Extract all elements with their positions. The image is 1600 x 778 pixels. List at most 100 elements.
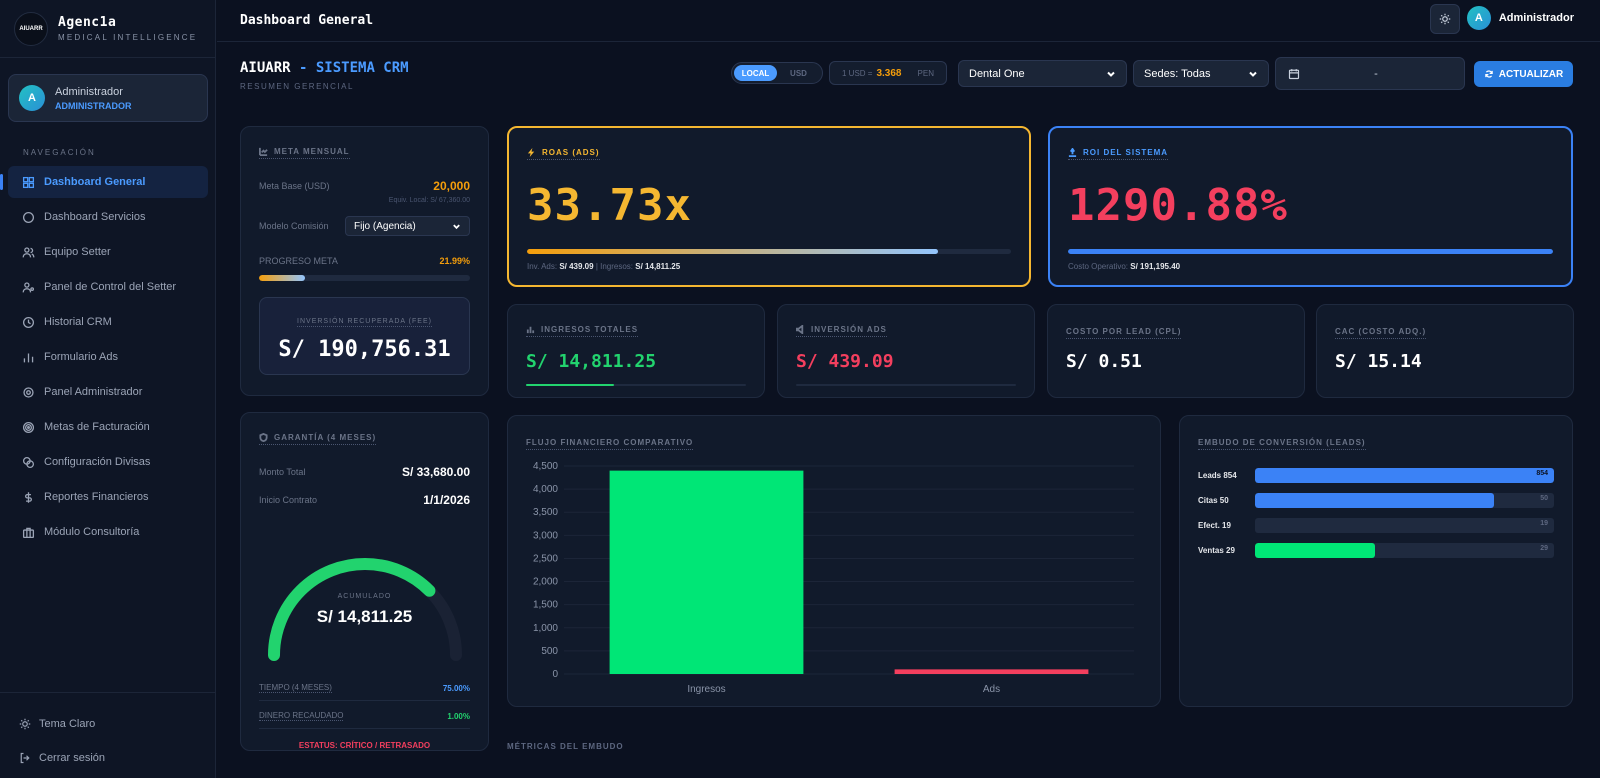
megaphone-icon (796, 325, 804, 334)
sidebar-item-label: Formulario Ads (44, 351, 118, 363)
sidebar-item-label: Dashboard Servicios (44, 211, 146, 223)
sun-icon (19, 718, 31, 730)
sun-icon (1439, 13, 1451, 25)
comision-select[interactable]: Fijo (Agencia) (345, 216, 470, 236)
page-title: Dashboard General (240, 13, 374, 28)
currency-toggle[interactable]: LOCAL USD (731, 62, 823, 84)
inversion-recuperada-box: INVERSIÓN RECUPERADA (FEE) S/ 190,756.31 (259, 297, 470, 375)
y-tick-label: 4,500 (533, 461, 558, 472)
tiempo-value: 75.00% (442, 683, 470, 693)
progreso-bar (259, 275, 470, 281)
trend-icon (259, 147, 268, 156)
kpi-label: COSTO POR LEAD (CPL) (1066, 327, 1182, 339)
bar-chart-icon (526, 326, 535, 334)
roi-value: 1290.88% (1068, 180, 1288, 231)
chevron-down-icon (1107, 71, 1115, 77)
sidebar-item-metas-facturacion[interactable]: Metas de Facturación (8, 411, 208, 443)
funnel-value: 19 (1540, 520, 1548, 527)
sidebar-item-label: Panel de Control del Setter (44, 281, 177, 293)
system-title-accent: SISTEMA CRM (315, 60, 409, 76)
theme-toggle-button[interactable]: Tema Claro (0, 707, 216, 741)
section-heading: MÉTRICAS DEL EMBUDO (507, 742, 624, 751)
bolt-icon (527, 148, 535, 157)
logout-icon (20, 752, 30, 764)
logout-button[interactable]: Cerrar sesión (0, 741, 216, 775)
x-tick-label: Ingresos (687, 684, 725, 695)
sidebar-item-label: Módulo Consultoría (44, 526, 140, 538)
monto-label: Monto Total (259, 467, 306, 477)
sidebar-item-equipo-setter[interactable]: Equipo Setter (8, 236, 208, 268)
sidebar-item-reportes-financieros[interactable]: Reportes Financieros (8, 481, 208, 513)
bar (894, 669, 1089, 674)
sidebar-item-dashboard-servicios[interactable]: Dashboard Servicios (8, 201, 208, 233)
comision-select-value: Fijo (Agencia) (354, 220, 416, 232)
inicio-label: Inicio Contrato (259, 495, 318, 505)
sidebar-user-card[interactable]: A Administrador ADMINISTRADOR (8, 74, 208, 122)
circle-icon (20, 209, 36, 225)
flujo-card: FLUJO FINANCIERO COMPARATIVO 0 500 1,000 1,… (507, 415, 1161, 707)
inicio-value: 1/1/2026 (423, 493, 470, 507)
roas-card: ROAS (ADS) 33.73x Inv. Ads: S/ 439.09 | … (507, 126, 1031, 287)
grid-icon (20, 174, 36, 190)
refresh-button[interactable]: ACTUALIZAR (1474, 61, 1573, 87)
page-header: AIUARR - SISTEMA CRM RESUMEN GERENCIAL (240, 60, 409, 91)
funnel-label: Citas 50 (1198, 496, 1229, 505)
sidebar-item-label: Equipo Setter (44, 246, 111, 258)
rate-value: 3.368 (876, 67, 902, 79)
sidebar-item-modulo-consultoria[interactable]: Módulo Consultoría (8, 516, 208, 548)
funnel: Leads 854 854 Citas 50 50 Efect. 19 19 V… (1198, 468, 1554, 558)
rate-prefix: 1 USD = (842, 68, 873, 78)
funnel-track: 50 (1255, 493, 1554, 508)
embudo-label: EMBUDO DE CONVERSIÓN (LEADS) (1198, 438, 1366, 450)
clinic-select[interactable]: Dental One (958, 60, 1127, 87)
sidebar-item-configuracion-divisas[interactable]: Configuración Divisas (8, 446, 208, 478)
y-tick-label: 500 (541, 646, 558, 657)
brand-logo[interactable]: AIUARR (14, 11, 48, 46)
sidebar-item-panel-control-setter[interactable]: Panel de Control del Setter (8, 271, 208, 303)
theme-button[interactable] (1430, 4, 1460, 34)
roi-label: ROI DEL SISTEMA (1068, 148, 1169, 160)
calendar-icon (1288, 68, 1300, 79)
logout-label: Cerrar sesión (39, 752, 106, 764)
kpi-line (526, 384, 746, 386)
funnel-value: 50 (1540, 495, 1548, 502)
sidebar-item-label: Panel Administrador (44, 386, 143, 398)
dinero-label: DINERO RECAUDADO (259, 711, 344, 721)
date-range-field[interactable]: - (1275, 57, 1465, 90)
flujo-chart: 0 500 1,000 1,500 2,000 2,500 3,000 3,500 4,000 4… (533, 461, 1134, 695)
brand-subtitle: MEDICAL INTELLIGENCE (58, 33, 198, 42)
chevron-down-icon (453, 224, 460, 229)
kpi-cac-card: CAC (COSTO ADQ.) S/ 15.14 (1316, 304, 1574, 398)
kpi-label: CAC (COSTO ADQ.) (1335, 327, 1427, 339)
sidebar-item-panel-administrador[interactable]: Panel Administrador (8, 376, 208, 408)
y-tick-label: 2,000 (533, 577, 558, 588)
meta-mensual-card: META MENSUAL Meta Base (USD) 20,000 Equi… (240, 126, 489, 396)
sidebar-item-formulario-ads[interactable]: Formulario Ads (8, 341, 208, 373)
system-title: AIUARR - SISTEMA CRM (240, 60, 409, 76)
system-title-sep: - (290, 60, 316, 76)
theme-label: Tema Claro (39, 718, 96, 730)
kpi-label: INGRESOS TOTALES (526, 325, 639, 337)
currency-usd-option[interactable]: USD (790, 68, 807, 78)
kpi-cpl-card: COSTO POR LEAD (CPL) S/ 0.51 (1047, 304, 1305, 398)
progreso-bar-fill (259, 275, 306, 281)
currency-local-option[interactable]: LOCAL (734, 65, 777, 81)
funnel-fill (1255, 493, 1495, 508)
user-menu[interactable]: A Administrador (1466, 6, 1574, 30)
comision-label: Modelo Comisión (259, 221, 329, 231)
status-badge: ESTATUS: CRÍTICO / RETRASADO (298, 741, 431, 750)
dollar-icon (20, 489, 36, 505)
sidebar-item-label: Metas de Facturación (44, 421, 150, 433)
briefcase-icon (20, 524, 36, 540)
sede-select[interactable]: Sedes: Todas (1133, 60, 1269, 87)
meta-equiv: Equiv. Local: S/ 67,360.00 (388, 197, 470, 204)
funnel-track: 854 (1255, 468, 1554, 483)
sidebar-item-dashboard-general[interactable]: Dashboard General (0, 166, 208, 198)
tiempo-row: TIEMPO (4 MESES) 75.00% (259, 683, 470, 701)
topbar: Dashboard General A Administrador (217, 0, 1600, 42)
gauge-caption: ACUMULADO (337, 593, 392, 600)
sidebar-item-label: Configuración Divisas (44, 456, 151, 468)
inversion-recuperada-value: S/ 190,756.31 (278, 337, 451, 362)
sidebar-item-historial-crm[interactable]: Historial CRM (8, 306, 208, 338)
funnel-label: Leads 854 (1198, 471, 1237, 480)
